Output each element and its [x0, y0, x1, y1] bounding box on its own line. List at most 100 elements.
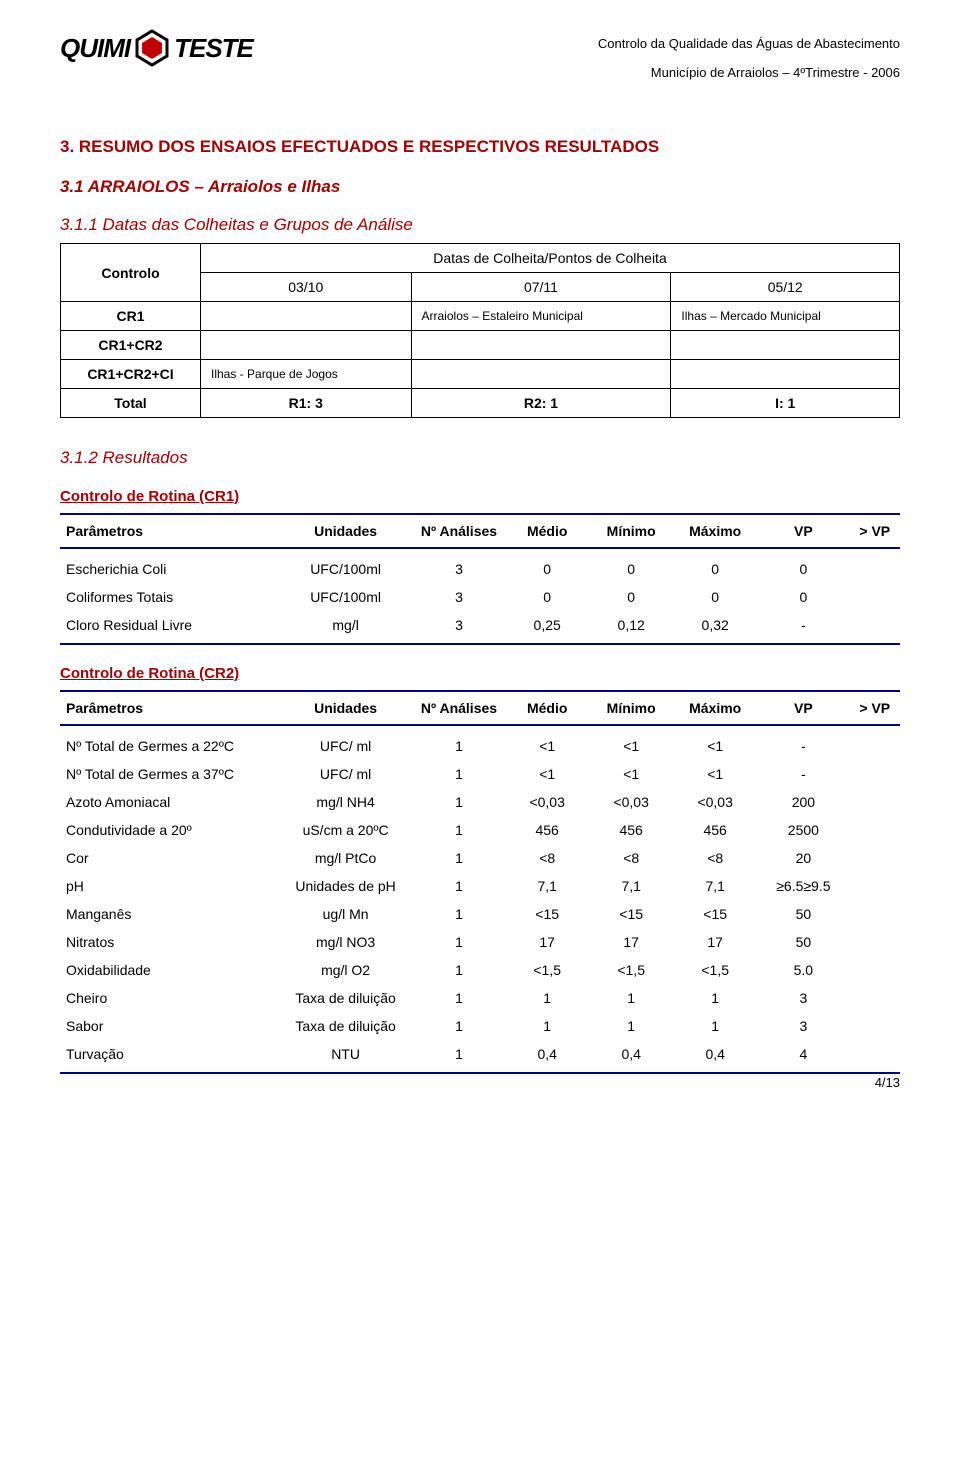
results-cell-p: Oxidabilidade	[60, 956, 278, 984]
results-cell-gvp	[850, 928, 900, 956]
results-cell-gvp	[850, 900, 900, 928]
results-cell-p: Nitratos	[60, 928, 278, 956]
results-cell-med: <15	[505, 900, 589, 928]
date-cell: 05/12	[671, 273, 900, 302]
results-cell-u: UFC/ ml	[278, 760, 412, 788]
results-cell-vp: -	[757, 760, 849, 788]
header-line-2: Município de Arraiolos – 4ºTrimestre - 2…	[598, 59, 900, 88]
results-cell-med: <8	[505, 844, 589, 872]
results-cell-vp: 0	[757, 583, 849, 611]
results-cell-min: <1,5	[589, 956, 673, 984]
results-cell-med: 0	[505, 583, 589, 611]
results-cell-max: 0	[673, 583, 757, 611]
table-row: CheiroTaxa de diluição11113	[60, 984, 900, 1012]
header-meta: Controlo da Qualidade das Águas de Abast…	[598, 28, 900, 87]
table-row: Condutividade a 20ºuS/cm a 20ºC145645645…	[60, 816, 900, 844]
results-cell-u: ug/l Mn	[278, 900, 412, 928]
results-cell-max: <15	[673, 900, 757, 928]
colheitas-row-label: CR1	[61, 302, 201, 331]
th-gvp: > VP	[850, 691, 900, 725]
results-header-row: Parâmetros Unidades Nº Análises Médio Mí…	[60, 691, 900, 725]
results-cell-p: Cor	[60, 844, 278, 872]
results-cell-p: Nº Total de Germes a 37ºC	[60, 760, 278, 788]
results-cell-min: <8	[589, 844, 673, 872]
results-cell-u: UFC/ ml	[278, 725, 412, 760]
table-row: Azoto Amoniacalmg/l NH41<0,03<0,03<0,032…	[60, 788, 900, 816]
results-cell-med: 0,4	[505, 1040, 589, 1073]
colheitas-cell	[411, 331, 671, 360]
results-cell-vp: 3	[757, 1012, 849, 1040]
results-cell-n: 1	[413, 788, 505, 816]
results-cell-p: Escherichia Coli	[60, 548, 278, 583]
results-cell-vp: 50	[757, 900, 849, 928]
results-cell-n: 1	[413, 1012, 505, 1040]
th-med: Médio	[505, 691, 589, 725]
results-cell-max: <8	[673, 844, 757, 872]
results-cell-n: 1	[413, 760, 505, 788]
results-cell-u: Taxa de diluição	[278, 984, 412, 1012]
logo-hex-icon	[132, 28, 172, 68]
results-cell-min: 0	[589, 548, 673, 583]
th-gvp: > VP	[850, 514, 900, 548]
results-cell-med: 0	[505, 548, 589, 583]
results-cell-med: 1	[505, 984, 589, 1012]
results-cell-p: Condutividade a 20º	[60, 816, 278, 844]
th-max: Máximo	[673, 691, 757, 725]
th-vp: VP	[757, 514, 849, 548]
results-cell-vp: 20	[757, 844, 849, 872]
results-cell-min: 0,4	[589, 1040, 673, 1073]
results-cell-vp: 200	[757, 788, 849, 816]
results-cell-min: 0,12	[589, 611, 673, 644]
heading-sub: 3.1 ARRAIOLOS – Arraiolos e Ilhas	[60, 177, 900, 197]
results-cell-n: 3	[413, 611, 505, 644]
results-cell-p: Turvação	[60, 1040, 278, 1073]
colheitas-cell: Ilhas – Mercado Municipal	[671, 302, 900, 331]
page-number: 4/13	[875, 1075, 900, 1090]
results-cell-min: 1	[589, 984, 673, 1012]
results-cell-p: Cheiro	[60, 984, 278, 1012]
colheitas-row-label: CR1+CR2	[61, 331, 201, 360]
table-row: SaborTaxa de diluição11113	[60, 1012, 900, 1040]
results-cell-vp: 4	[757, 1040, 849, 1073]
results-cell-gvp	[850, 725, 900, 760]
cr1-results-table: Parâmetros Unidades Nº Análises Médio Mí…	[60, 513, 900, 645]
th-med: Médio	[505, 514, 589, 548]
results-cell-vp: -	[757, 725, 849, 760]
results-cell-min: <1	[589, 725, 673, 760]
results-cell-max: 1	[673, 1012, 757, 1040]
results-cell-n: 1	[413, 900, 505, 928]
logo-text-left: QUIMI	[60, 33, 130, 64]
results-cell-n: 3	[413, 583, 505, 611]
results-cell-vp: 50	[757, 928, 849, 956]
th-unit: Unidades	[278, 691, 412, 725]
results-cell-p: Sabor	[60, 1012, 278, 1040]
results-cell-vp: 5.0	[757, 956, 849, 984]
colheitas-cell: Arraiolos – Estaleiro Municipal	[411, 302, 671, 331]
results-cell-gvp	[850, 956, 900, 984]
results-cell-p: Nº Total de Germes a 22ºC	[60, 725, 278, 760]
th-vp: VP	[757, 691, 849, 725]
results-cell-max: 17	[673, 928, 757, 956]
results-cell-p: Coliformes Totais	[60, 583, 278, 611]
results-cell-n: 1	[413, 844, 505, 872]
results-cell-gvp	[850, 760, 900, 788]
table-row: pHUnidades de pH17,17,17,1≥6.5≥9.5	[60, 872, 900, 900]
results-cell-max: 1	[673, 984, 757, 1012]
results-cell-u: UFC/100ml	[278, 548, 412, 583]
results-cell-med: 456	[505, 816, 589, 844]
colheitas-total-cell: R2: 1	[411, 389, 671, 418]
results-cell-min: 7,1	[589, 872, 673, 900]
cr2-results-table: Parâmetros Unidades Nº Análises Médio Mí…	[60, 690, 900, 1074]
results-cell-gvp	[850, 611, 900, 644]
date-cell: 03/10	[201, 273, 412, 302]
results-cell-gvp	[850, 1012, 900, 1040]
th-min: Mínimo	[589, 514, 673, 548]
colheitas-row-label: CR1+CR2+CI	[61, 360, 201, 389]
colheitas-cell	[411, 360, 671, 389]
results-cell-gvp	[850, 872, 900, 900]
results-cell-u: mg/l PtCo	[278, 844, 412, 872]
results-cell-vp: 2500	[757, 816, 849, 844]
results-cell-max: 0,32	[673, 611, 757, 644]
results-cell-max: 0	[673, 548, 757, 583]
colheitas-cell	[201, 331, 412, 360]
